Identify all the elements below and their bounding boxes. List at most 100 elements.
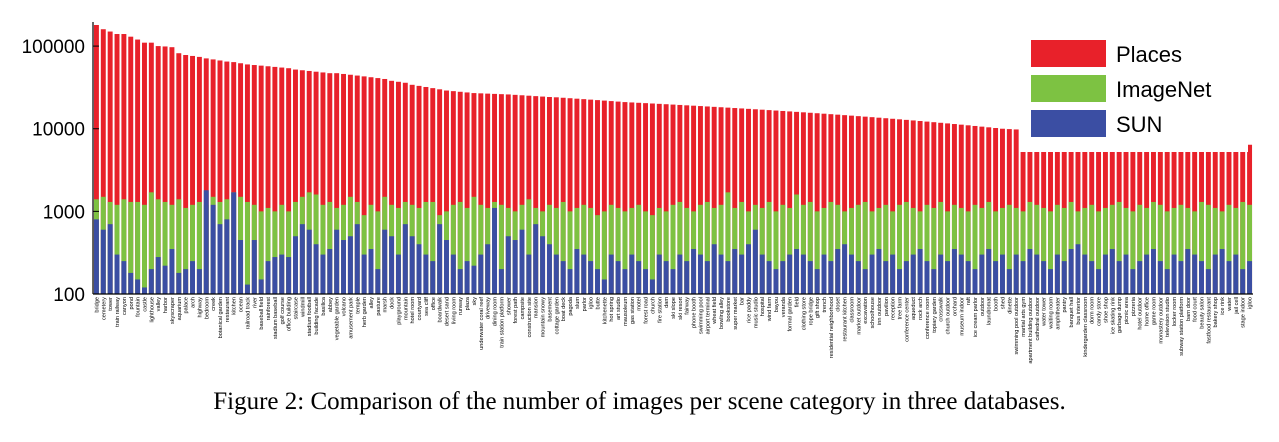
bar-places [402,82,408,294]
x-tick-label: valley [156,297,162,312]
x-tick-label: wind farm [767,297,773,323]
bar-places [519,95,525,294]
bar-sun [1020,261,1026,294]
bar-imagenet [848,207,854,294]
bar-sun [1233,254,1239,294]
x-tick-label: bookstore [726,297,732,322]
x-tick-label: parlor [582,297,588,311]
x-tick-label: plaza [465,296,471,310]
bar-places [656,103,662,294]
bar-places [148,42,154,294]
x-tick-label: kitchen [232,297,238,315]
x-tick-label: church [650,297,656,314]
x-tick-label: gift shop [815,297,821,318]
bar-sun [1240,269,1246,294]
bar-imagenet [945,211,951,294]
bar-places [423,86,429,295]
bar-sun [814,269,820,294]
bar-places [615,101,621,294]
bar-imagenet [910,207,916,294]
bar-imagenet [450,204,456,294]
bar-imagenet [588,207,594,294]
bar-imagenet [279,204,285,294]
bar-imagenet [581,204,587,294]
bar-sun [972,269,978,294]
bar-sun [279,254,285,294]
bar-sun [615,261,621,294]
x-tick-label: ice rink [1220,297,1226,315]
bar-sun [485,244,491,294]
x-tick-label: building facade [314,297,320,335]
bar-places [286,68,292,295]
x-tick-label: veranda [781,296,787,317]
bar-sun [800,254,806,294]
bar-imagenet [1006,204,1012,294]
bar-sun [540,236,546,294]
bar-sun [697,254,703,294]
bar-places [601,100,607,294]
bar-sun [876,249,882,294]
bar-sun [1054,254,1060,294]
x-tick-label: restaurant kitchen [843,297,849,341]
bar-sun [965,261,971,294]
legend-label: ImageNet [1116,77,1211,102]
bar-sun [732,249,738,294]
x-tick-label: rock arch [918,297,924,320]
bar-places [787,111,793,294]
bar-places [430,88,436,294]
bar-sun [1075,244,1081,294]
bar-imagenet [807,201,813,294]
bar-imagenet [636,204,642,294]
bar-sun [1061,261,1067,294]
bar-imagenet [1178,204,1184,294]
x-tick-label: basement [547,297,553,322]
bar-imagenet [395,207,401,294]
bar-sun [389,236,395,294]
x-tick-label: bus interior [1076,297,1082,325]
bar-imagenet [478,204,484,294]
x-tick-label: restaurant [225,297,231,323]
bar-sun [897,269,902,294]
bar-sun [1068,249,1074,294]
bar-places [869,117,875,294]
bar-sun [416,244,422,294]
bar-sun [1226,261,1232,294]
x-tick-label: banquet hall [1069,297,1075,327]
x-tick-label: clothing store [801,297,807,330]
x-tick-label: gas station [630,297,636,324]
bar-sun [718,254,724,294]
bar-imagenet [176,199,182,294]
x-tick-label: mountain [403,297,409,320]
bar-places [155,46,161,295]
x-tick-label: butte [595,297,601,309]
bar-imagenet [1130,211,1136,294]
bar-imagenet [258,211,264,294]
bar-imagenet [320,204,326,294]
x-tick-label: reception [891,297,897,320]
x-tick-label: construction site [527,297,533,337]
bar-sun [368,249,374,294]
bar-sun [1205,269,1211,294]
bar-sun [210,204,216,294]
bar-places [169,47,175,294]
bar-places [107,31,113,294]
bar-sun [437,224,443,294]
bar-sun [1089,261,1095,294]
bar-sun [361,254,367,294]
bar-imagenet [114,204,120,294]
bar-imagenet [883,204,889,294]
bar-sun [1164,269,1170,294]
bar-imagenet [1233,207,1239,294]
x-tick-label: abbey [328,297,334,312]
bar-imagenet [1144,207,1150,294]
x-tick-label: raft [966,297,972,306]
x-tick-label: ice skating rink [1110,297,1116,334]
bar-sun [986,249,992,294]
bar-sun [622,269,628,294]
x-tick-label: castle [142,297,148,312]
bar-places [746,108,751,294]
bar-places [238,63,244,294]
x-tick-label: classroom [849,297,855,323]
x-tick-label: mansion [534,297,540,318]
